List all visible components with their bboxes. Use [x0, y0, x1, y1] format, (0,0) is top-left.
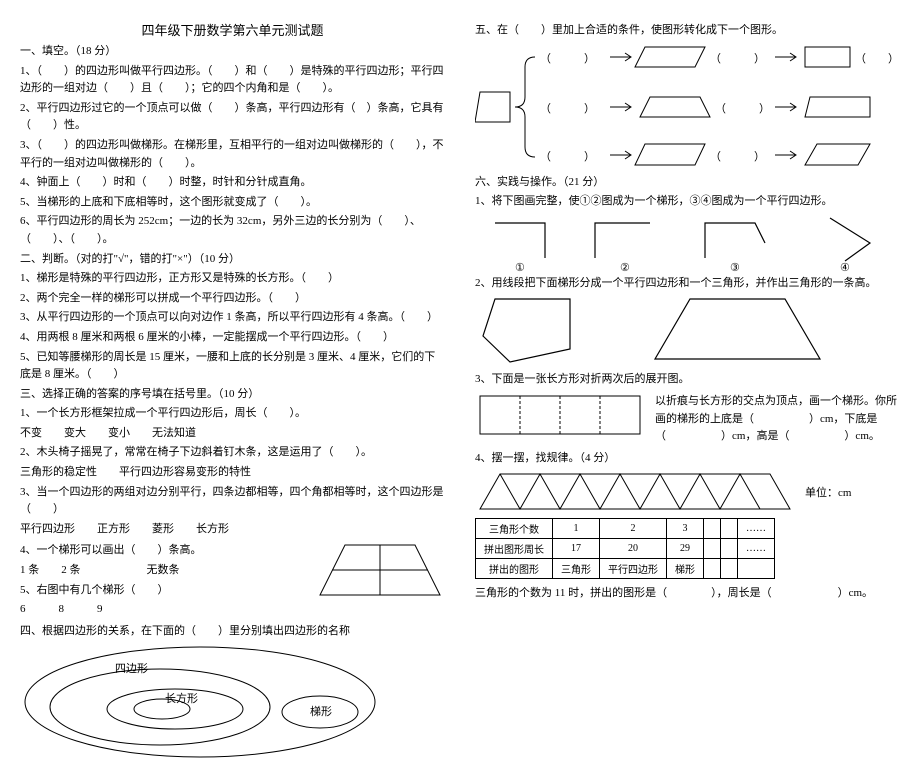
t-r3c2: 平行四边形	[600, 559, 667, 579]
svg-text:（ ）: （ ）	[855, 52, 895, 65]
pattern-table: 三角形个数 1 2 3 …… 拼出图形周长 17 20 29 …… 拼出的图形 …	[475, 518, 775, 579]
t-r2c1: 17	[553, 539, 600, 559]
q6-end: 三角形的个数为 11 时，拼出的图形是（ ），周长是（ ）cm。	[475, 585, 900, 603]
q6-4: 4、摆一摆，找规律。（4 分）	[475, 450, 900, 468]
sec1-head: 一、填空。（18 分）	[20, 43, 445, 61]
left-column: 四年级下册数学第六单元测试题 一、填空。（18 分） 1、（ ）的四边形叫做平行…	[20, 20, 445, 762]
sec3-head: 三、选择正确的答案的序号填在括号里。（10 分）	[20, 386, 445, 404]
fold-figure	[475, 391, 645, 441]
q6-3: 3、下面是一张长方形对折两次后的展开图。	[475, 371, 900, 389]
q1-2: 2、平行四边形过它的一个顶点可以做（ ）条高，平行四边形有（ ）条高，它具有（ …	[20, 100, 445, 135]
sec4-head: 四、根据四边形的关系，在下面的（ ）里分别填出四边形的名称	[20, 623, 445, 641]
q3-2: 2、木头椅子摇晃了，常常在椅子下边斜着钉木条，这是运用了（ ）。	[20, 444, 445, 462]
q6-1: 1、将下图画完整，使①②图成为一个梯形，③④图成为一个平行四边形。	[475, 193, 900, 211]
q3-3: 3、当一个四边形的两组对边分别平行，四条边都相等，四个角都相等时，这个四边形是（…	[20, 484, 445, 519]
q3-5opts: 6 8 9	[20, 601, 315, 619]
q1-5: 5、当梯形的上底和下底相等时，这个图形就变成了（ ）。	[20, 194, 445, 212]
t-r3c1: 三角形	[553, 559, 600, 579]
t-r1c2: 2	[600, 519, 667, 539]
q3-4: 4、一个梯形可以画出（ ）条高。	[20, 542, 315, 560]
q6-3txt: 以折痕与长方形的交点为顶点，画一个梯形。你所画的梯形的上底是（ ）cm，下底是（…	[655, 393, 900, 446]
t-r2c4	[704, 539, 721, 559]
t-r1c6: ……	[738, 519, 775, 539]
svg-text:（ ）: （ ）	[715, 102, 770, 115]
q2-1: 1、梯形是特殊的平行四边形，正方形又是特殊的长方形。（ ）	[20, 270, 445, 288]
unit-label: 单位：cm	[805, 484, 851, 500]
trapezoid-figure	[315, 540, 445, 600]
t-r3c5	[721, 559, 738, 579]
t-r1c5	[721, 519, 738, 539]
q3-4opts: 1 条 2 条 无数条	[20, 562, 315, 580]
label-1: ①	[515, 262, 525, 273]
svg-text:（ ）: （ ）	[540, 52, 595, 65]
q3-5: 5、右图中有几个梯形（ ）	[20, 582, 315, 600]
sec6-head: 六、实践与操作。（21 分）	[475, 174, 900, 192]
t-r2c6: ……	[738, 539, 775, 559]
venn-rect: 长方形	[165, 691, 198, 705]
q3-2opts: 三角形的稳定性 平行四边形容易变形的特性	[20, 464, 445, 482]
transform-figure: （ ） （ ） （ ） （ ） （ ） （ ）	[475, 42, 900, 172]
t-r1c0: 三角形个数	[476, 519, 553, 539]
t-r2c5	[721, 539, 738, 559]
t-r1c1: 1	[553, 519, 600, 539]
t-r2c0: 拼出图形周长	[476, 539, 553, 559]
t-r3c4	[704, 559, 721, 579]
label-4: ④	[840, 262, 850, 273]
q1-6: 6、平行四边形的周长为 252cm；一边的长为 32cm，另外三边的长分别为（ …	[20, 213, 445, 248]
svg-text:（ ）: （ ）	[540, 102, 595, 115]
t-r2c2: 20	[600, 539, 667, 559]
right-column: 五、在（ ）里加上合适的条件，使图形转化成下一个图形。 （ ） （ ） （ ） …	[475, 20, 900, 762]
triangle-strip-figure	[475, 469, 795, 514]
q3-1opts: 不变 变大 变小 无法知道	[20, 425, 445, 443]
q2-3: 3、从平行四边形的一个顶点可以向对边作 1 条高，所以平行四边形有 4 条高。（…	[20, 309, 445, 327]
svg-text:（ ）: （ ）	[540, 150, 595, 163]
sec2-head: 二、判断。（对的打"√"，错的打"×"）（10 分）	[20, 251, 445, 269]
title: 四年级下册数学第六单元测试题	[20, 20, 445, 39]
q6-2: 2、用线段把下面梯形分成一个平行四边形和一个三角形，并作出三角形的一条高。	[475, 275, 900, 293]
q2-2: 2、两个完全一样的梯形可以拼成一个平行四边形。（ ）	[20, 290, 445, 308]
svg-text:（ ）: （ ）	[710, 150, 765, 163]
venn-trap: 梯形	[310, 705, 332, 718]
q3-1: 1、一个长方形框架拉成一个平行四边形后，周长（ ）。	[20, 405, 445, 423]
t-r2c3: 29	[667, 539, 704, 559]
t-r1c4	[704, 519, 721, 539]
cut-figure	[475, 294, 900, 369]
t-r3c0: 拼出的图形	[476, 559, 553, 579]
q1-1: 1、（ ）的四边形叫做平行四边形。（ ）和（ ）是特殊的平行四边形；平行四边形的…	[20, 63, 445, 98]
t-r1c3: 3	[667, 519, 704, 539]
sec5-head: 五、在（ ）里加上合适的条件，使图形转化成下一个图形。	[475, 22, 900, 40]
t-r3c6	[738, 559, 775, 579]
q2-4: 4、用两根 8 厘米和两根 6 厘米的小棒，一定能摆成一个平行四边形。（ ）	[20, 329, 445, 347]
label-3: ③	[730, 262, 740, 273]
q3-3opts: 平行四边形 正方形 菱形 长方形	[20, 521, 445, 539]
q2-5: 5、已知等腰梯形的周长是 15 厘米，一腰和上底的长分别是 3 厘米、4 厘米，…	[20, 349, 445, 384]
svg-text:（ ）: （ ）	[710, 52, 765, 65]
q1-3: 3、（ ）的四边形叫做梯形。在梯形里，互相平行的一组对边叫做梯形的（ ），不平行…	[20, 137, 445, 172]
complete-figure: ① ② ③ ④	[475, 213, 900, 273]
q1-4: 4、钟面上（ ）时和（ ）时整，时针和分针成直角。	[20, 174, 445, 192]
venn-figure: 四边形 长方形 梯形	[20, 642, 445, 762]
label-2: ②	[620, 262, 630, 273]
venn-quad: 四边形	[115, 662, 148, 675]
t-r3c3: 梯形	[667, 559, 704, 579]
